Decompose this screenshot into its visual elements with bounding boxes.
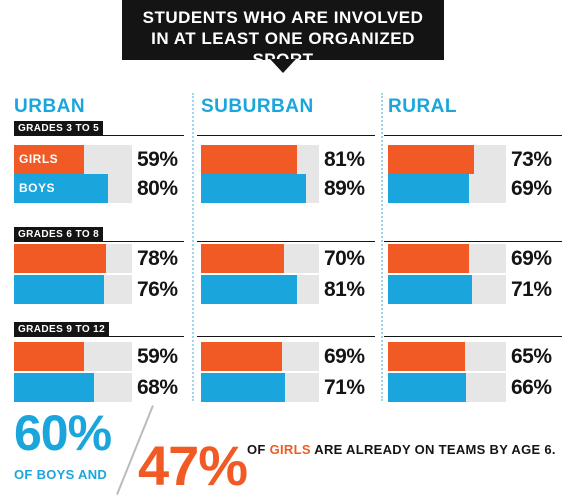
grade-rule-urban-grades-9-to-12 [14,336,184,337]
title-line-1: STUDENTS WHO ARE INVOLVED [142,8,424,27]
grade-label-grades-6-to-8: GRADES 6 TO 8 [14,227,104,242]
pct-label-urban-grades-9-to-12-boys: 68% [137,376,178,399]
footer-caption-pre: OF [247,442,266,457]
bar-urban-grades-9-to-12-girls [14,342,84,371]
bar-track-urban-grades-3-to-5-girls: GIRLS [14,145,132,174]
region-header-rural: RURAL [388,96,457,117]
bar-track-urban-grades-9-to-12-girls [14,342,132,371]
pct-label-rural-grades-9-to-12-girls: 65% [511,345,552,368]
bar-suburban-grades-6-to-8-girls [201,244,284,273]
bar-track-rural-grades-3-to-5-boys [388,174,506,203]
footer-caption-post: ARE ALREADY ON TEAMS BY AGE 6. [314,442,556,457]
bar-track-rural-grades-9-to-12-girls [388,342,506,371]
grade-label-grades-9-to-12: GRADES 9 TO 12 [14,322,110,337]
pct-label-suburban-grades-3-to-5-boys: 89% [324,177,365,200]
pct-label-suburban-grades-9-to-12-boys: 71% [324,376,365,399]
bar-urban-grades-6-to-8-boys [14,275,104,304]
pct-label-suburban-grades-3-to-5-girls: 81% [324,148,365,171]
bar-track-suburban-grades-3-to-5-boys [201,174,319,203]
pct-label-suburban-grades-9-to-12-girls: 69% [324,345,365,368]
region-header-suburban: SUBURBAN [201,96,314,117]
series-label-girls: GIRLS [19,152,59,166]
bar-track-urban-grades-6-to-8-girls [14,244,132,273]
bar-track-rural-grades-6-to-8-boys [388,275,506,304]
grade-rule-suburban-grades-3-to-5 [197,135,375,136]
pct-label-urban-grades-3-to-5-girls: 59% [137,148,178,171]
bar-suburban-grades-6-to-8-boys [201,275,297,304]
footer-caption: OF GIRLS ARE ALREADY ON TEAMS BY AGE 6. [247,442,556,457]
title-banner: STUDENTS WHO ARE INVOLVED IN AT LEAST ON… [122,0,444,69]
bar-suburban-grades-3-to-5-girls [201,145,297,174]
title-arrow [270,59,296,73]
region-header-urban: URBAN [14,96,86,117]
grade-rule-suburban-grades-9-to-12 [197,336,375,337]
series-label-boys: BOYS [19,181,56,195]
bar-rural-grades-6-to-8-girls [388,244,470,273]
bar-track-rural-grades-6-to-8-girls [388,244,506,273]
bar-suburban-grades-9-to-12-girls [201,342,283,371]
pct-label-urban-grades-6-to-8-boys: 76% [137,278,178,301]
bar-track-urban-grades-9-to-12-boys [14,373,132,402]
bar-track-urban-grades-6-to-8-boys [14,275,132,304]
pct-label-rural-grades-6-to-8-girls: 69% [511,247,552,270]
bar-track-suburban-grades-6-to-8-girls [201,244,319,273]
girls-stat: 47% [138,434,248,497]
bar-rural-grades-9-to-12-boys [388,373,466,402]
pct-label-urban-grades-9-to-12-girls: 59% [137,345,178,368]
pct-label-suburban-grades-6-to-8-boys: 81% [324,278,365,301]
bar-suburban-grades-9-to-12-boys [201,373,285,402]
pct-label-rural-grades-9-to-12-boys: 66% [511,376,552,399]
grade-rule-rural-grades-3-to-5 [384,135,562,136]
grade-rule-rural-grades-6-to-8 [384,241,562,242]
grade-label-grades-3-to-5: GRADES 3 TO 5 [14,121,104,136]
bar-track-urban-grades-3-to-5-boys: BOYS [14,174,132,203]
pct-label-rural-grades-6-to-8-boys: 71% [511,278,552,301]
boys-stat-label: OF BOYS AND [14,467,108,482]
grade-rule-urban-grades-6-to-8 [14,241,184,242]
boys-stat: 60% [14,405,112,461]
bar-track-rural-grades-3-to-5-girls [388,145,506,174]
grade-rule-urban-grades-3-to-5 [14,135,184,136]
bar-urban-grades-3-to-5-boys [14,174,109,203]
pct-label-urban-grades-6-to-8-girls: 78% [137,247,178,270]
pct-label-urban-grades-3-to-5-boys: 80% [137,177,178,200]
bar-track-suburban-grades-3-to-5-girls [201,145,319,174]
column-divider-1 [192,93,194,401]
grade-rule-rural-grades-9-to-12 [384,336,562,337]
footer-caption-girls: GIRLS [269,442,311,457]
bar-suburban-grades-3-to-5-boys [201,174,307,203]
pct-label-suburban-grades-6-to-8-girls: 70% [324,247,365,270]
bar-track-suburban-grades-9-to-12-girls [201,342,319,371]
bar-track-rural-grades-9-to-12-boys [388,373,506,402]
bar-urban-grades-3-to-5-girls [14,145,84,174]
grade-rule-suburban-grades-6-to-8 [197,241,375,242]
bar-rural-grades-3-to-5-girls [388,145,475,174]
pct-label-rural-grades-3-to-5-girls: 73% [511,148,552,171]
bar-track-suburban-grades-6-to-8-boys [201,275,319,304]
bar-urban-grades-9-to-12-boys [14,373,95,402]
column-divider-2 [381,93,383,401]
pct-label-rural-grades-3-to-5-boys: 69% [511,177,552,200]
bar-rural-grades-9-to-12-girls [388,342,465,371]
bar-urban-grades-6-to-8-girls [14,244,107,273]
bar-rural-grades-3-to-5-boys [388,174,470,203]
bar-rural-grades-6-to-8-boys [388,275,472,304]
bar-track-suburban-grades-9-to-12-boys [201,373,319,402]
